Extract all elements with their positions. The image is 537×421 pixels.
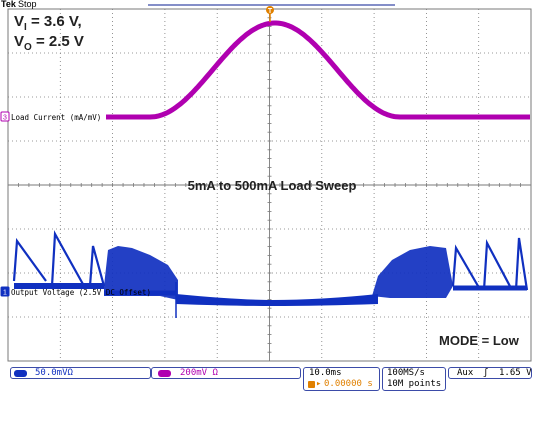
trigger-delay-icon <box>308 381 315 388</box>
trigger-source-value: Aux <box>457 368 474 378</box>
ch1-ground-marker[interactable]: 1 <box>0 286 10 297</box>
ch3-ground-marker[interactable]: 3 <box>0 111 10 122</box>
trigger-slope-icon: ʃ <box>483 368 489 378</box>
trigger-delay-arrow: ▸ <box>316 379 322 389</box>
sample-rate-value: 100MS/s <box>387 368 425 378</box>
trigger-position-value: 0.00000 s <box>324 379 373 389</box>
ch3-scale-value: 200mV Ω <box>180 368 218 378</box>
output-voltage-annotation: VO = 2.5 V <box>14 33 84 53</box>
ch1-label: Output Voltage (2.5V DC Offset) <box>11 288 151 297</box>
trigger-level-value: 1.65 V <box>499 368 532 378</box>
trigger-position-marker[interactable]: T <box>266 6 274 22</box>
ch3-badge <box>158 370 171 377</box>
ch1-scale-box[interactable]: 50.0mVΩ <box>10 367 151 379</box>
svg-text:T: T <box>268 8 273 15</box>
ch1-badge <box>14 370 27 377</box>
record-length-value: 10M points <box>387 379 442 389</box>
load-current-waveform <box>105 20 531 120</box>
ch1-scale-value: 50.0mVΩ <box>35 368 73 378</box>
timebase-value: 10.0ms <box>309 368 342 378</box>
output-voltage-waveform <box>12 230 529 318</box>
graticule <box>7 8 532 362</box>
ch3-scale-box[interactable]: 200mV Ω <box>151 367 301 379</box>
svg-text:1: 1 <box>3 290 7 297</box>
sweep-title: 5mA to 500mA Load Sweep <box>188 178 357 193</box>
timebase-box[interactable]: 10.0ms ▸ 0.00000 s <box>303 367 380 391</box>
input-voltage-annotation: VI = 3.6 V, <box>14 13 82 33</box>
ch3-label: Load Current (mA/mV) <box>11 113 101 122</box>
trigger-box[interactable]: Aux ʃ 1.65 V <box>448 367 532 379</box>
acquisition-state: Stop <box>18 0 37 9</box>
mode-annotation: MODE = Low <box>439 333 520 348</box>
svg-text:3: 3 <box>3 115 7 122</box>
acquisition-box[interactable]: 100MS/s 10M points <box>382 367 446 391</box>
tek-logo: Tek <box>1 0 17 9</box>
